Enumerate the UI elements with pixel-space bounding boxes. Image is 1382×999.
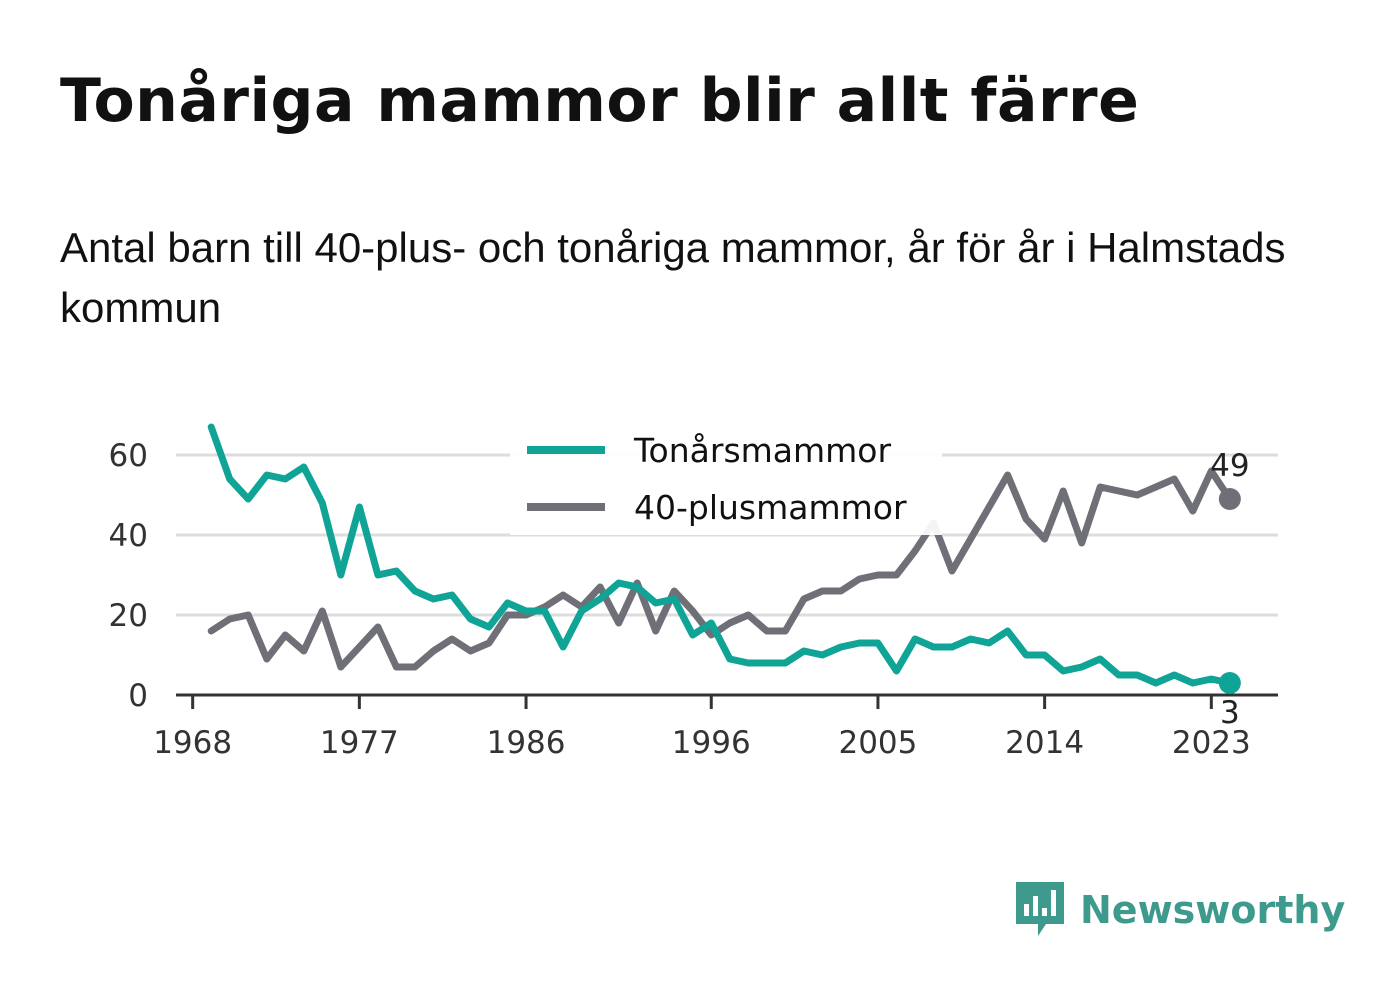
x-tick-label: 1996	[672, 725, 751, 761]
y-tick-label: 0	[128, 678, 148, 714]
x-tick-label: 1986	[487, 725, 566, 761]
end-label: 3	[1220, 695, 1240, 731]
end-points: 3 49	[1210, 448, 1249, 731]
chart-title: Tonåriga mammor blir allt färre	[60, 66, 1140, 136]
series-layer	[207, 423, 1234, 687]
brand-name: Newsworthy	[1080, 888, 1346, 932]
x-tick-label: 2014	[1005, 725, 1084, 761]
end-point	[1218, 672, 1241, 694]
newsworthy-logo: Newsworthy	[1012, 880, 1345, 940]
end-point	[1218, 488, 1241, 510]
y-tick-label: 40	[109, 518, 148, 554]
end-label: 49	[1210, 448, 1249, 484]
legend: Tonårsmammor 40-plusmammor	[510, 425, 942, 535]
x-tick-label: 2005	[838, 725, 917, 761]
x-tick-label: 1977	[320, 725, 399, 761]
newsworthy-logo-icon	[1016, 882, 1064, 936]
y-axis-ticks: 0 20 40 60	[109, 438, 148, 714]
x-axis-ticks: 1968 1977 1986 1996 2005 2014 2023	[153, 695, 1251, 761]
legend-label: Tonårsmammor	[633, 431, 891, 470]
y-tick-label: 20	[109, 598, 148, 634]
x-tick-label: 1968	[153, 725, 232, 761]
x-tick-label: 2023	[1172, 725, 1251, 761]
y-tick-label: 60	[109, 438, 148, 474]
chart-subtitle: Antal barn till 40-plus- och tonåriga ma…	[60, 224, 1286, 331]
series-line-tonarsmammor	[207, 423, 1234, 687]
legend-background	[510, 425, 942, 535]
series-line-40-plusmammor	[207, 467, 1234, 671]
legend-label: 40-plusmammor	[634, 488, 907, 527]
